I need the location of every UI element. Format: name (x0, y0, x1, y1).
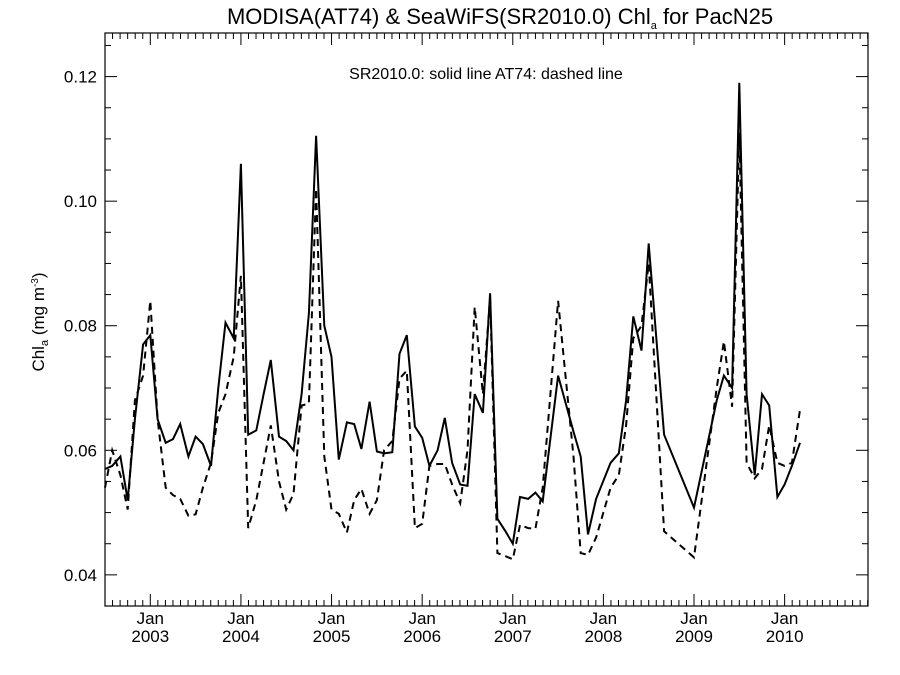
x-tick-year-label: 2005 (313, 627, 351, 646)
x-axis-ticks: Jan2003Jan2004Jan2005Jan2006Jan2007Jan20… (104, 33, 869, 646)
x-tick-year-label: 2004 (222, 627, 260, 646)
x-tick-month-label: Jan (408, 609, 435, 628)
x-tick-month-label: Jan (318, 609, 345, 628)
series-layer (104, 82, 801, 561)
x-tick-month-label: Jan (771, 609, 798, 628)
series-line-sr2010-0 (104, 82, 801, 547)
y-tick-label: 0.10 (64, 192, 97, 211)
y-axis-label: Chla (mg m-3) (29, 272, 51, 371)
x-tick-month-label: Jan (227, 609, 254, 628)
y-tick-label: 0.06 (64, 441, 97, 460)
x-tick-year-label: 2003 (131, 627, 169, 646)
y-tick-label: 0.08 (64, 317, 97, 336)
x-tick-year-label: 2010 (766, 627, 804, 646)
x-tick-month-label: Jan (680, 609, 707, 628)
x-tick-month-label: Jan (499, 609, 526, 628)
x-tick-year-label: 2008 (584, 627, 622, 646)
y-axis-ticks: 0.04 0.06 0.08 0.10 0.12 (64, 44, 868, 585)
x-tick-year-label: 2007 (494, 627, 532, 646)
chart-annotation: SR2010.0: solid line AT74: dashed line (349, 66, 623, 83)
x-tick-year-label: 2006 (403, 627, 441, 646)
x-tick-month-label: Jan (137, 609, 164, 628)
x-tick-year-label: 2009 (675, 627, 713, 646)
plot-frame (104, 32, 869, 607)
series-line-at74 (104, 132, 801, 561)
y-tick-label: 0.12 (64, 68, 97, 87)
x-tick-month-label: Jan (590, 609, 617, 628)
chart-title: MODISA(AT74) & SeaWiFS(SR2010.0) Chla fo… (227, 4, 773, 32)
y-tick-label: 0.04 (64, 566, 97, 585)
